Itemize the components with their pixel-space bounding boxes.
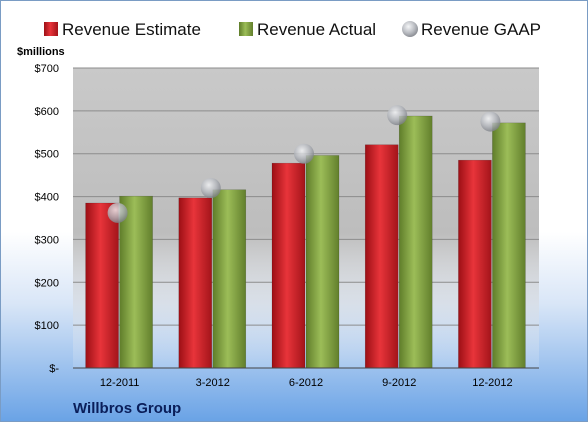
bar-revenue-estimate [458,159,492,369]
x-tick-label: 12-2012 [472,377,512,389]
y-tick-label: $400 [35,192,59,204]
x-tick-label: 12-2011 [100,377,140,389]
x-tick-label: 3-2012 [196,377,230,389]
bar-revenue-actual [305,155,340,369]
legend-swatch-actual [239,22,253,36]
x-tick-label: 9-2012 [382,377,416,389]
marker-revenue-gaap [387,105,408,126]
bar-revenue-estimate [85,202,119,369]
y-axis-ticks: $- $100 $200 $300 $400 $500 $600 $700 [35,63,60,375]
bar-revenue-actual [492,122,526,369]
legend-marker-gaap [402,21,418,37]
legend-label-estimate: Revenue Estimate [62,20,201,39]
legend: Revenue Estimate Revenue Actual Revenue … [44,20,541,39]
bar-revenue-estimate [271,162,306,369]
marker-revenue-gaap [480,111,501,132]
y-tick-label: $100 [35,320,59,332]
y-tick-label: $- [49,363,59,375]
y-tick-label: $200 [35,277,59,289]
bar-revenue-actual [119,195,153,369]
x-tick-label: 6-2012 [289,377,323,389]
bars [85,115,526,369]
legend-label-gaap: Revenue GAAP [421,20,541,39]
gaap-markers [107,105,501,223]
x-axis-ticks: 12-2011 3-2012 6-2012 9-2012 12-2012 [100,377,513,389]
legend-label-actual: Revenue Actual [257,20,376,39]
bar-revenue-estimate [364,144,399,369]
y-tick-label: $600 [35,106,59,118]
legend-swatch-estimate [44,22,58,36]
y-tick-label: $500 [35,149,59,161]
marker-revenue-gaap [200,178,221,198]
bar-revenue-estimate [178,197,213,369]
y-tick-label: $700 [35,63,59,75]
y-axis-unit-label: $millions [17,46,65,58]
company-name: Willbros Group [73,400,181,417]
bar-revenue-actual [212,189,247,369]
marker-revenue-gaap [294,143,314,164]
marker-revenue-gaap [107,202,128,223]
y-tick-label: $300 [35,234,59,246]
bar-revenue-actual [398,115,433,369]
